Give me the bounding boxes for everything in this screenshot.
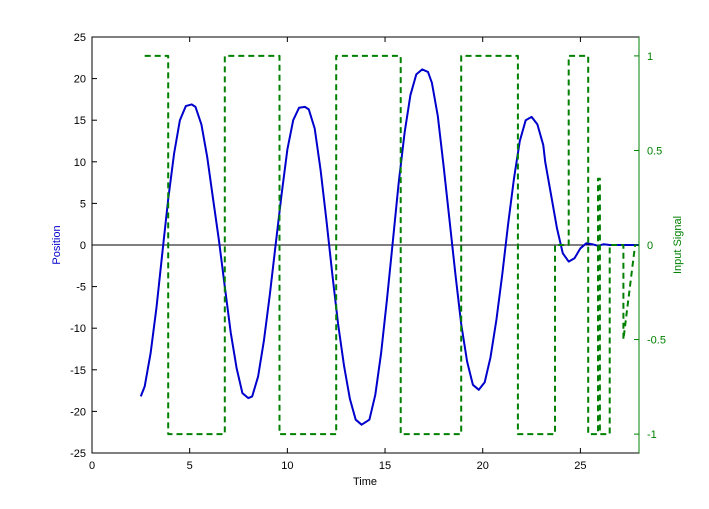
x-tick-label: 20 <box>477 460 489 472</box>
x-tick-label: 25 <box>574 460 586 472</box>
x-tick-label: 10 <box>281 460 293 472</box>
y-left-tick-label: 15 <box>74 115 86 127</box>
x-tick-label: 15 <box>379 460 391 472</box>
y-left-tick-label: 5 <box>80 198 86 210</box>
y-right-tick-label: 0.5 <box>647 145 662 157</box>
x-tick-label: 5 <box>187 460 193 472</box>
y-left-tick-label: -25 <box>70 448 86 460</box>
y-axis-label-right: Input Signal <box>672 216 684 274</box>
y-left-tick-label: -15 <box>70 365 86 377</box>
right-axis-layer: -1 -0.5 0 0.5 1 <box>634 37 666 453</box>
y-left-tick-label: 0 <box>80 240 86 252</box>
input-signal-series-line <box>144 54 637 436</box>
y-left-tick-label: 10 <box>74 157 86 169</box>
y-right-tick-label: -1 <box>647 429 657 441</box>
x-axis-layer: 0 5 10 15 20 25 <box>89 37 587 472</box>
y-right-tick-label: 0 <box>647 240 653 252</box>
series-layer <box>139 54 639 436</box>
x-tick-label: 0 <box>89 460 95 472</box>
y-right-tick-label: -0.5 <box>647 335 666 347</box>
y-left-tick-label: -20 <box>70 406 86 418</box>
y-left-tick-label: -10 <box>70 323 86 335</box>
y-left-tick-label: 20 <box>74 74 86 86</box>
y-left-tick-label: -5 <box>76 282 86 294</box>
x-axis-label: Time <box>353 476 377 488</box>
left-axis-layer: -25 -20 -15 -10 -5 0 5 10 15 20 25 <box>70 32 97 460</box>
y-axis-label-left: Position <box>51 225 63 264</box>
y-left-tick-label: 25 <box>74 32 86 44</box>
y-right-tick-label: 1 <box>647 51 653 63</box>
position-series-line <box>139 68 639 426</box>
